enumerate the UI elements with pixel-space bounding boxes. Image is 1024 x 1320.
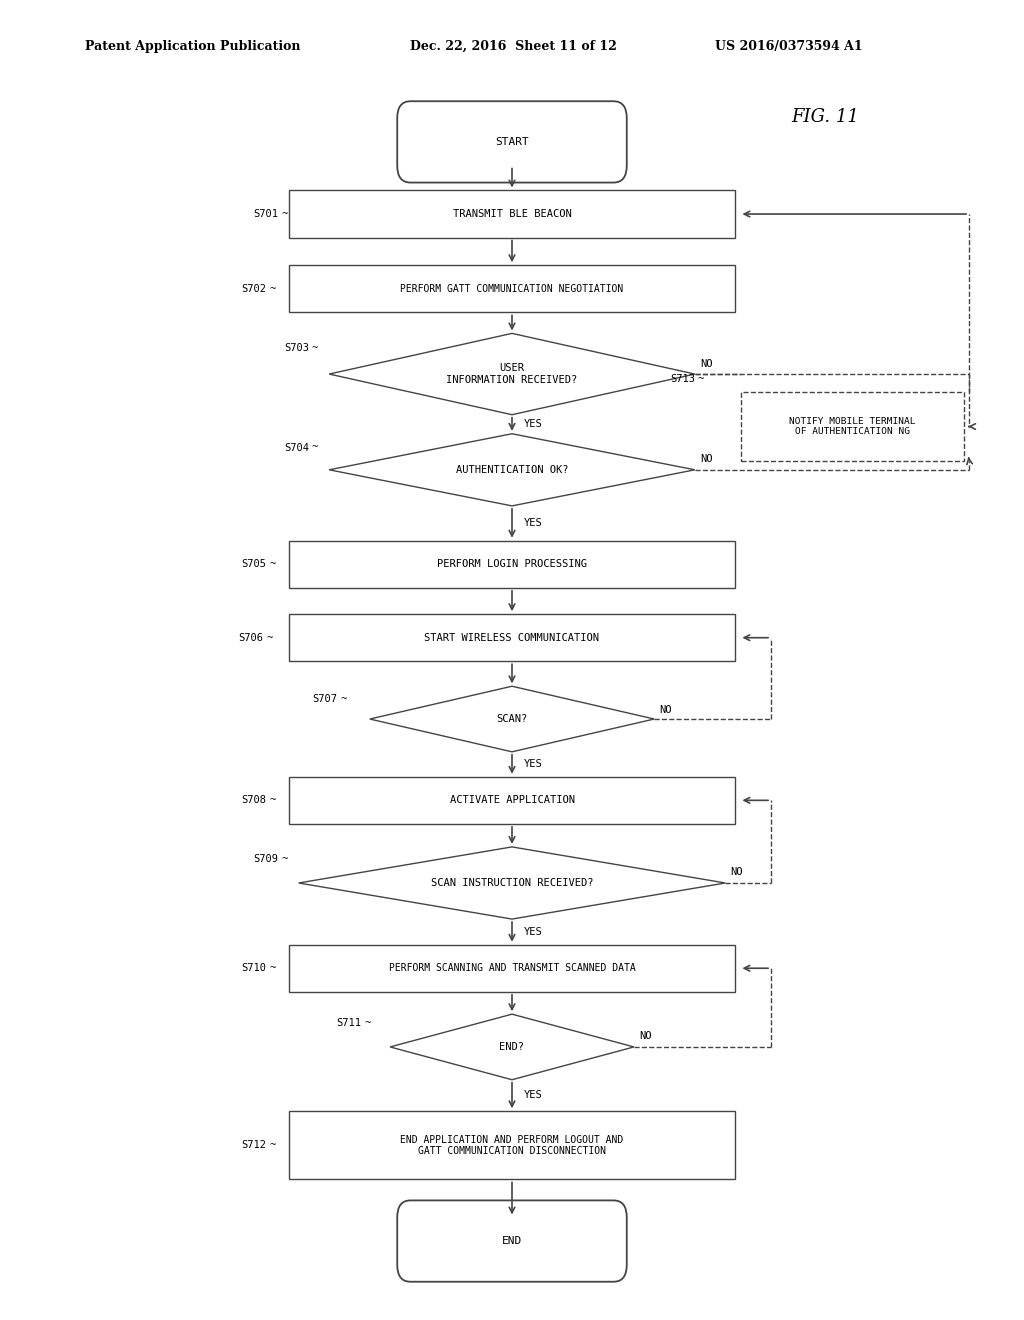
Text: Dec. 22, 2016  Sheet 11 of 12: Dec. 22, 2016 Sheet 11 of 12	[411, 40, 617, 53]
Text: S710: S710	[242, 964, 266, 973]
Text: ~: ~	[698, 375, 705, 384]
FancyBboxPatch shape	[289, 190, 735, 238]
Text: END APPLICATION AND PERFORM LOGOUT AND
GATT COMMUNICATION DISCONNECTION: END APPLICATION AND PERFORM LOGOUT AND G…	[400, 1134, 624, 1156]
Text: S709: S709	[253, 854, 279, 865]
Text: YES: YES	[524, 1090, 543, 1101]
Polygon shape	[370, 686, 654, 752]
Text: ~: ~	[269, 284, 275, 294]
Text: YES: YES	[524, 927, 543, 937]
Text: FIG. 11: FIG. 11	[792, 108, 859, 127]
Text: S703: S703	[284, 343, 309, 352]
Polygon shape	[299, 847, 725, 919]
Text: SCAN?: SCAN?	[497, 714, 527, 725]
Text: ~: ~	[365, 1018, 371, 1028]
Text: ~: ~	[282, 209, 288, 219]
Text: PERFORM SCANNING AND TRANSMIT SCANNED DATA: PERFORM SCANNING AND TRANSMIT SCANNED DA…	[389, 964, 635, 973]
FancyBboxPatch shape	[397, 1200, 627, 1282]
Polygon shape	[329, 334, 695, 414]
Text: ~: ~	[340, 694, 346, 705]
Text: ~: ~	[312, 442, 318, 453]
Text: SCAN INSTRUCTION RECEIVED?: SCAN INSTRUCTION RECEIVED?	[431, 878, 593, 888]
Text: PERFORM GATT COMMUNICATION NEGOTIATION: PERFORM GATT COMMUNICATION NEGOTIATION	[400, 284, 624, 294]
Polygon shape	[390, 1014, 634, 1080]
Text: NO: NO	[699, 454, 713, 465]
Polygon shape	[329, 434, 695, 506]
FancyBboxPatch shape	[289, 541, 735, 587]
Text: START: START	[496, 137, 528, 147]
Text: S706: S706	[239, 632, 263, 643]
Text: S708: S708	[242, 796, 266, 805]
Text: ~: ~	[269, 796, 275, 805]
Text: YES: YES	[524, 420, 543, 429]
Text: AUTHENTICATION OK?: AUTHENTICATION OK?	[456, 465, 568, 475]
Text: END?: END?	[500, 1041, 524, 1052]
Text: NOTIFY MOBILE TERMINAL
OF AUTHENTICATION NG: NOTIFY MOBILE TERMINAL OF AUTHENTICATION…	[790, 417, 915, 436]
Text: NO: NO	[699, 359, 713, 368]
FancyBboxPatch shape	[289, 776, 735, 824]
Text: S705: S705	[242, 560, 266, 569]
Text: S713: S713	[670, 375, 695, 384]
Text: S707: S707	[312, 694, 337, 705]
Text: ~: ~	[269, 964, 275, 973]
Text: S711: S711	[337, 1018, 361, 1028]
Text: NO: NO	[730, 867, 742, 878]
FancyBboxPatch shape	[397, 102, 627, 182]
Text: TRANSMIT BLE BEACON: TRANSMIT BLE BEACON	[453, 209, 571, 219]
Text: Patent Application Publication: Patent Application Publication	[85, 40, 301, 53]
Text: USER
INFORMATION RECEIVED?: USER INFORMATION RECEIVED?	[446, 363, 578, 385]
Text: S701: S701	[253, 209, 279, 219]
Text: ~: ~	[269, 560, 275, 569]
FancyBboxPatch shape	[740, 392, 964, 461]
FancyBboxPatch shape	[289, 265, 735, 313]
Text: START WIRELESS COMMUNICATION: START WIRELESS COMMUNICATION	[425, 632, 599, 643]
FancyBboxPatch shape	[289, 945, 735, 991]
Text: US 2016/0373594 A1: US 2016/0373594 A1	[715, 40, 863, 53]
Text: YES: YES	[524, 519, 543, 528]
Text: ~: ~	[269, 1140, 275, 1150]
Text: ~: ~	[266, 632, 272, 643]
Text: NO: NO	[639, 1031, 651, 1041]
Text: NO: NO	[659, 705, 672, 715]
Text: S712: S712	[242, 1140, 266, 1150]
Text: ~: ~	[282, 854, 288, 865]
Text: YES: YES	[524, 759, 543, 770]
Text: PERFORM LOGIN PROCESSING: PERFORM LOGIN PROCESSING	[437, 560, 587, 569]
Text: S702: S702	[242, 284, 266, 294]
Text: ~: ~	[312, 343, 318, 352]
Text: S704: S704	[284, 442, 309, 453]
FancyBboxPatch shape	[289, 1111, 735, 1180]
FancyBboxPatch shape	[289, 614, 735, 661]
Text: ACTIVATE APPLICATION: ACTIVATE APPLICATION	[450, 796, 574, 805]
Text: END: END	[502, 1236, 522, 1246]
